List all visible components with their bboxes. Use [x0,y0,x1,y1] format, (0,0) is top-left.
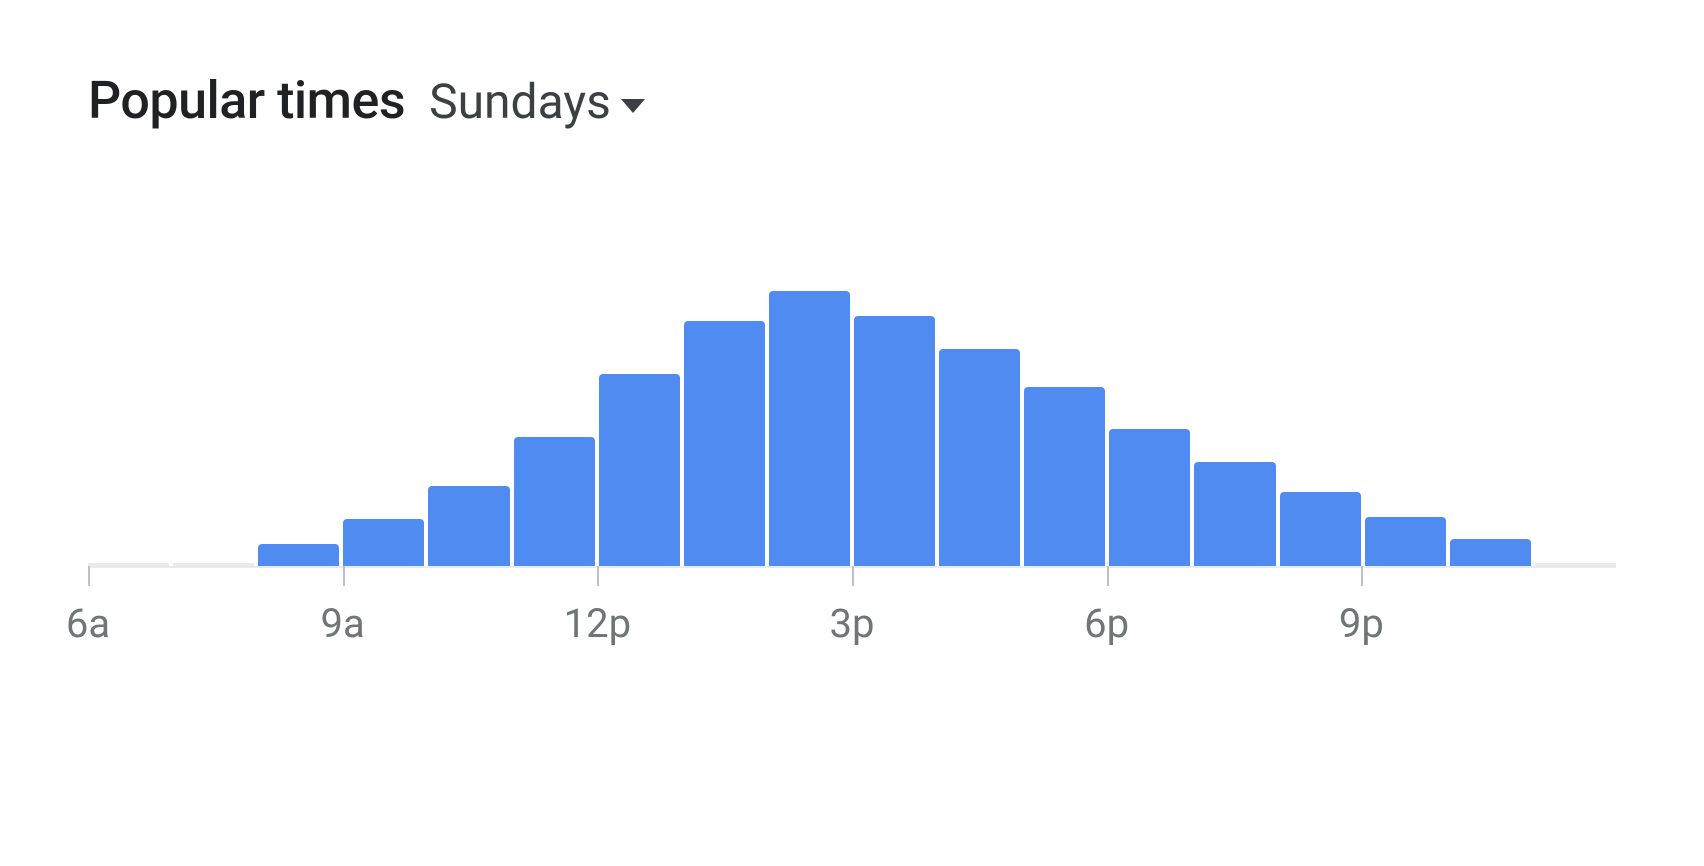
popularity-bar-hour-17[interactable] [1024,387,1105,566]
popularity-bar-hour-11[interactable] [514,437,595,566]
axis-baseline [1192,566,1277,568]
axis-baseline [512,566,597,568]
axis-tick [1107,566,1109,586]
day-selector-label: Sundays [429,73,611,130]
axis-baseline [88,566,173,568]
axis-cell [1276,566,1361,568]
popularity-bar-hour-9[interactable] [343,519,424,566]
axis-cell [258,566,343,568]
popular-times-title: Popular times [88,70,405,131]
axis-cell [682,566,767,568]
axis-cell [512,566,597,568]
popularity-bar-hour-14[interactable] [769,291,850,566]
popularity-bar-hour-19[interactable] [1194,462,1275,567]
axis-cell [1192,566,1277,568]
axis-baseline [1107,566,1192,568]
axis-tick [343,566,345,586]
axis-baseline [258,566,343,568]
axis-tick [88,566,90,586]
popularity-bar-hour-20[interactable] [1280,492,1361,566]
axis-baseline [682,566,767,568]
popularity-bar-hour-22[interactable] [1450,539,1531,567]
axis-tick-label: 6a [66,600,110,647]
axis-baseline [1531,566,1616,568]
axis-baseline [173,566,258,568]
popularity-bar-hour-18[interactable] [1109,429,1190,567]
axis-baseline [937,566,1022,568]
axis-cell [1107,566,1192,568]
axis-cell [767,566,852,568]
axis-baseline [597,566,682,568]
axis-cell [1361,566,1446,568]
axis-cell [1022,566,1107,568]
popularity-bar-hour-10[interactable] [428,486,509,566]
axis-tick-label: 6p [1084,600,1129,647]
axis-baseline [1361,566,1446,568]
axis-cell [852,566,937,568]
popularity-bar-hour-8[interactable] [258,544,339,566]
popular-times-chart: 6a9a12p3p6p9p [88,291,1616,660]
axis-tick-label: 9p [1339,600,1384,647]
axis-baseline [852,566,937,568]
axis-baseline [1022,566,1107,568]
popularity-bar-hour-16[interactable] [939,349,1020,566]
axis-cell [937,566,1022,568]
chevron-down-icon [621,99,645,113]
axis-tick [597,566,599,586]
axis-tick-label: 9a [321,600,365,647]
axis-cell [428,566,513,568]
axis-cell [173,566,258,568]
axis-baseline [1446,566,1531,568]
axis-baseline [767,566,852,568]
popularity-bar-hour-12[interactable] [599,374,680,567]
popular-times-header: Popular times Sundays [88,70,1616,131]
axis-baseline [343,566,428,568]
axis-tick-label: 12p [564,600,631,647]
popularity-bar-hour-13[interactable] [684,321,765,566]
axis-cell [343,566,428,568]
axis-tick [1361,566,1363,586]
axis-baseline [1276,566,1361,568]
popularity-bar-hour-21[interactable] [1365,517,1446,567]
axis-cell [1446,566,1531,568]
axis-baseline [428,566,513,568]
day-selector[interactable]: Sundays [429,73,645,130]
popularity-bar-hour-15[interactable] [854,316,935,566]
axis-cell [597,566,682,568]
axis-cell [88,566,173,568]
axis-tick [852,566,854,586]
axis-tick-label: 3p [830,600,875,647]
axis-cell [1531,566,1616,568]
